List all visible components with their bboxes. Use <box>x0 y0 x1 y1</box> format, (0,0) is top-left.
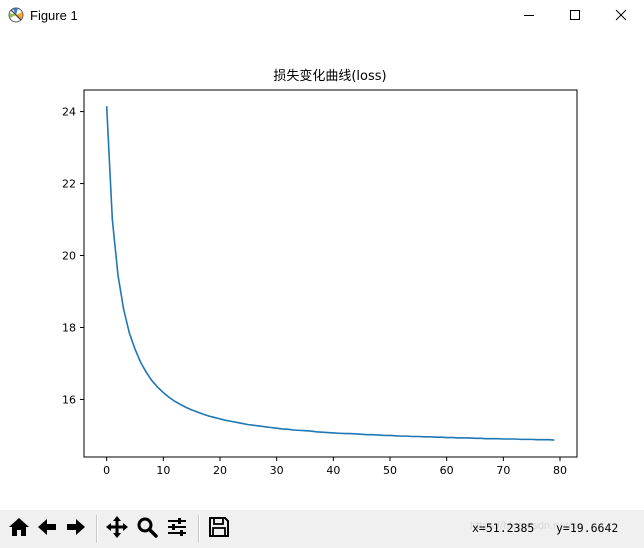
x-tick-label: 50 <box>383 464 397 477</box>
plot-svg: 损失变化曲线(loss) 0 10 20 30 40 50 60 70 80 16 18 20 22 2… <box>62 68 578 477</box>
x-tick-label: 0 <box>103 464 110 477</box>
x-tick-label: 60 <box>440 464 454 477</box>
forward-button[interactable] <box>63 516 89 542</box>
y-tick-label: 20 <box>62 250 76 263</box>
toolbar-separator <box>198 515 200 543</box>
x-tick-label: 70 <box>496 464 510 477</box>
arrow-left-icon <box>36 516 58 542</box>
home-icon <box>8 516 30 542</box>
x-tick-label: 30 <box>270 464 284 477</box>
sliders-icon <box>166 516 188 542</box>
toolbar-separator <box>96 515 98 543</box>
y-tick-label: 16 <box>62 393 76 406</box>
configure-subplots-button[interactable] <box>164 516 190 542</box>
pan-button[interactable] <box>104 516 130 542</box>
window-title: Figure 1 <box>30 8 78 23</box>
x-tick-label: 80 <box>553 464 567 477</box>
minimize-icon <box>523 6 535 25</box>
title-bar[interactable]: Figure 1 <box>0 0 644 31</box>
zoom-button[interactable] <box>134 516 160 542</box>
x-tick-label: 10 <box>156 464 170 477</box>
close-button[interactable] <box>598 0 644 31</box>
back-button[interactable] <box>34 516 60 542</box>
axes-frame <box>83 89 578 458</box>
matplotlib-icon <box>8 7 24 23</box>
arrow-right-icon <box>65 516 87 542</box>
y-coordinate-readout: y=19.6642 <box>556 521 619 535</box>
loss-series-line <box>105 106 555 441</box>
home-button[interactable] <box>6 516 32 542</box>
x-coordinate-readout: x=51.2385 <box>472 521 535 535</box>
minimize-button[interactable] <box>506 0 552 31</box>
save-button[interactable] <box>206 516 232 542</box>
y-tick-label: 22 <box>62 178 76 191</box>
chart-title: 损失变化曲线(loss) <box>273 68 386 84</box>
magnifier-icon <box>136 516 158 542</box>
x-axis: 0 10 20 30 40 50 60 70 80 <box>103 457 567 477</box>
x-tick-label: 20 <box>213 464 227 477</box>
save-icon <box>208 516 230 542</box>
close-icon <box>615 6 627 25</box>
figure-canvas[interactable]: 损失变化曲线(loss) 0 10 20 30 40 50 60 70 80 16 18 20 22 2… <box>0 31 644 510</box>
maximize-button[interactable] <box>552 0 598 31</box>
maximize-icon <box>569 6 581 25</box>
y-tick-label: 18 <box>62 321 76 334</box>
navigation-toolbar: https://blog.csdn.net/xs x=51.2385 y=19.… <box>0 510 644 548</box>
move-icon <box>105 515 129 543</box>
y-axis: 16 18 20 22 24 <box>62 106 84 406</box>
x-tick-label: 40 <box>326 464 340 477</box>
y-tick-label: 24 <box>62 106 76 119</box>
